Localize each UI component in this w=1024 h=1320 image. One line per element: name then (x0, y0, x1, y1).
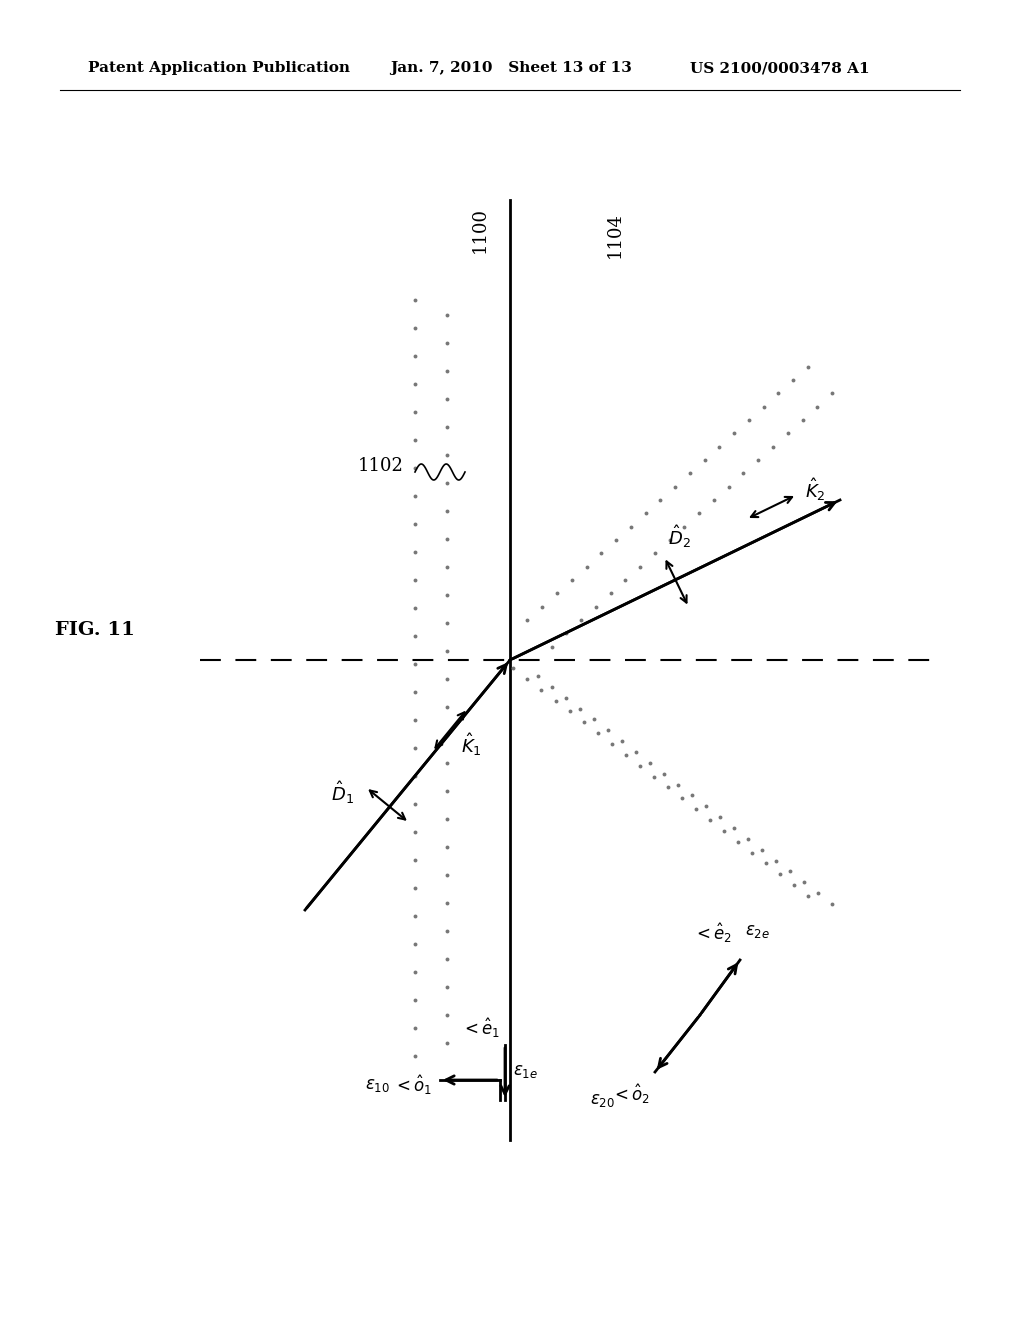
Text: $\hat{K}_1$: $\hat{K}_1$ (461, 731, 482, 758)
Text: 1100: 1100 (471, 207, 489, 253)
Text: 1102: 1102 (358, 457, 403, 475)
Text: 1104: 1104 (606, 213, 624, 257)
Text: $\varepsilon_{10}$: $\varepsilon_{10}$ (365, 1077, 390, 1093)
Text: Patent Application Publication: Patent Application Publication (88, 61, 350, 75)
Text: Jan. 7, 2010   Sheet 13 of 13: Jan. 7, 2010 Sheet 13 of 13 (390, 61, 632, 75)
Text: $<\hat{o}_2$: $<\hat{o}_2$ (611, 1082, 650, 1106)
Text: $\varepsilon_{1e}$: $\varepsilon_{1e}$ (513, 1064, 538, 1081)
Text: $\hat{D}_2$: $\hat{D}_2$ (669, 524, 691, 550)
Text: FIG. 11: FIG. 11 (55, 620, 135, 639)
Text: $<\hat{e}_2$: $<\hat{e}_2$ (693, 921, 732, 945)
Text: $\hat{K}_2$: $\hat{K}_2$ (805, 477, 825, 503)
Text: $<\hat{e}_1$: $<\hat{e}_1$ (461, 1016, 500, 1040)
Text: $\hat{D}_1$: $\hat{D}_1$ (331, 779, 353, 805)
Text: $\varepsilon_{20}$: $\varepsilon_{20}$ (590, 1092, 615, 1109)
Text: $\varepsilon_{2e}$: $\varepsilon_{2e}$ (745, 923, 770, 940)
Text: US 2100/0003478 A1: US 2100/0003478 A1 (690, 61, 869, 75)
Text: $<\hat{o}_1$: $<\hat{o}_1$ (393, 1073, 432, 1097)
